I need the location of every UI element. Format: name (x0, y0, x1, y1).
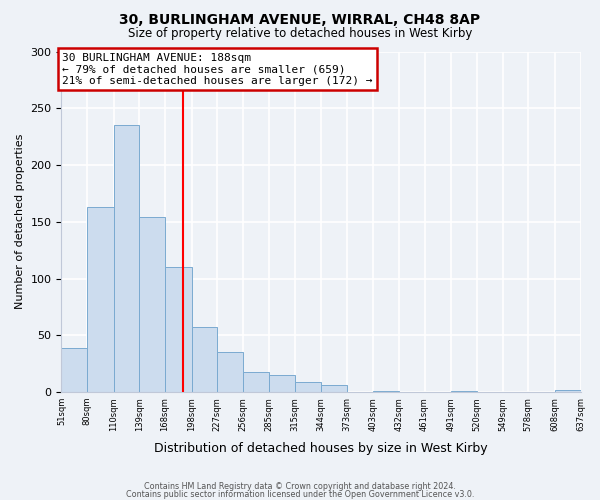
Bar (87, 207, 113, 392)
Bar (217, 352, 243, 392)
Bar (269, 375, 295, 392)
X-axis label: Distribution of detached houses by size in West Kirby: Distribution of detached houses by size … (154, 442, 488, 455)
Bar (243, 372, 269, 392)
Bar (373, 391, 399, 392)
Bar (295, 382, 321, 392)
Bar (113, 126, 139, 392)
Bar (321, 385, 347, 392)
Bar (191, 328, 217, 392)
Bar (165, 267, 191, 392)
Text: 30, BURLINGHAM AVENUE, WIRRAL, CH48 8AP: 30, BURLINGHAM AVENUE, WIRRAL, CH48 8AP (119, 12, 481, 26)
Text: 30 BURLINGHAM AVENUE: 188sqm
← 79% of detached houses are smaller (659)
21% of s: 30 BURLINGHAM AVENUE: 188sqm ← 79% of de… (62, 52, 373, 86)
Y-axis label: Number of detached properties: Number of detached properties (15, 134, 25, 310)
Text: Contains HM Land Registry data © Crown copyright and database right 2024.: Contains HM Land Registry data © Crown c… (144, 482, 456, 491)
Text: Size of property relative to detached houses in West Kirby: Size of property relative to detached ho… (128, 28, 472, 40)
Text: Contains public sector information licensed under the Open Government Licence v3: Contains public sector information licen… (126, 490, 474, 499)
Bar (555, 390, 581, 392)
Bar (61, 348, 87, 392)
Bar (451, 391, 477, 392)
Bar (139, 217, 165, 392)
